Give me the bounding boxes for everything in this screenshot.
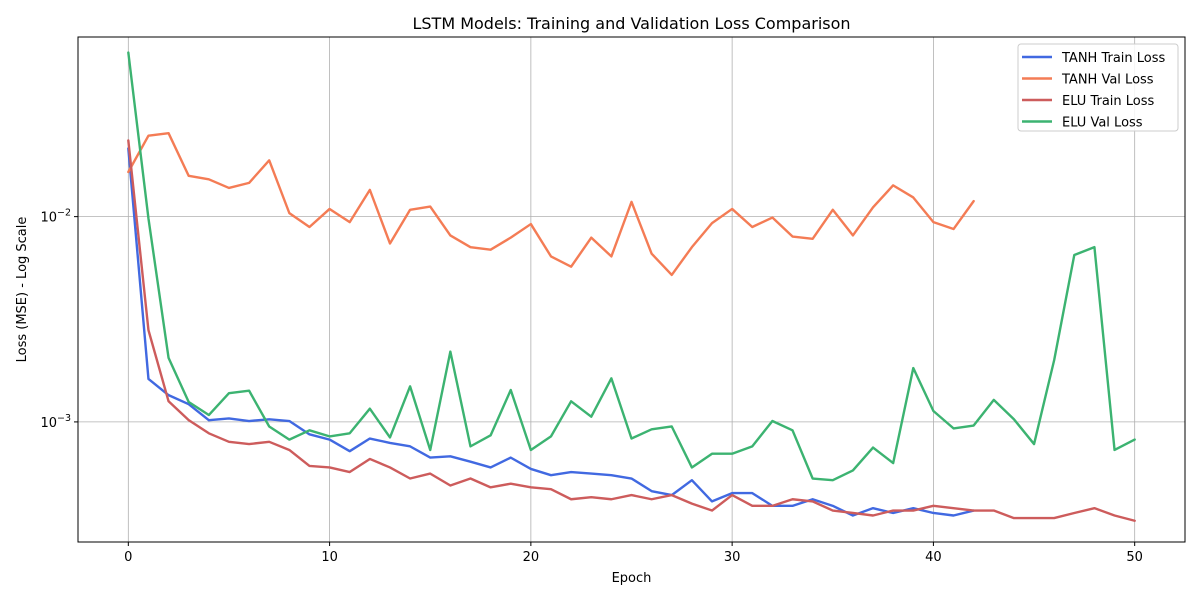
legend: TANH Train Loss TANH Val Loss ELU Train Lo…	[1017, 43, 1179, 132]
legend-label: TANH Val Loss	[1061, 73, 1154, 88]
series-line-elu-val-loss	[127, 51, 1136, 482]
x-tick-label: 0	[124, 550, 132, 565]
x-axis-ticks: 0 10 20 30 40 50	[124, 542, 1143, 565]
legend-label: ELU Val Loss	[1062, 116, 1143, 131]
chart-title: LSTM Models: Training and Validation Los…	[412, 14, 850, 33]
series-line-elu-train-loss	[127, 139, 1136, 522]
legend-label: TANH Train Loss	[1061, 51, 1166, 66]
legend-box	[1017, 43, 1179, 132]
y-tick-label: 10−2	[40, 208, 71, 226]
x-tick-label: 40	[925, 550, 942, 565]
y-axis-label: Loss (MSE) - Log Scale	[15, 217, 30, 363]
x-tick-label: 20	[523, 550, 540, 565]
x-tick-label: 50	[1126, 550, 1143, 565]
series-line-tanh-val-loss	[127, 131, 975, 277]
plot-frame	[77, 36, 1186, 543]
x-axis-label: Epoch	[612, 571, 652, 586]
y-tick-label: 10−3	[40, 413, 71, 431]
series-line-tanh-train-loss	[127, 147, 975, 517]
y-axis-ticks: 10−3 10−2	[40, 208, 78, 431]
series-lines	[127, 51, 1136, 522]
x-tick-label: 30	[724, 550, 741, 565]
legend-label: ELU Train Loss	[1062, 94, 1155, 109]
x-tick-label: 10	[321, 550, 338, 565]
